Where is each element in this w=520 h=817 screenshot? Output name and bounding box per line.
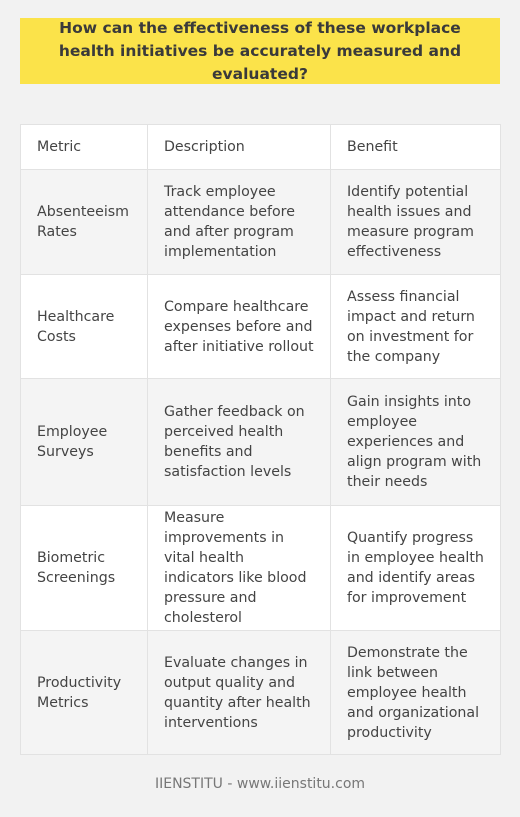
description-cell: Compare healthcare expenses before and a… — [147, 274, 331, 379]
page-title: How can the effectiveness of these workp… — [58, 18, 462, 83]
description-cell: Measure improvements in vital health ind… — [147, 505, 331, 631]
description-cell: Evaluate changes in output quality and q… — [147, 630, 331, 755]
column-header-metric: Metric — [20, 124, 148, 170]
column-header-benefit: Benefit — [330, 124, 501, 170]
benefit-cell: Gain insights into employee experiences … — [330, 378, 501, 506]
table-row: Productivity Metrics Evaluate changes in… — [20, 630, 501, 755]
benefit-cell: Assess financial impact and return on in… — [330, 274, 501, 379]
metric-cell: Absenteeism Rates — [20, 169, 148, 275]
table-row: Absenteeism Rates Track employee attenda… — [20, 169, 501, 275]
metrics-table: Metric Description Benefit Absenteeism R… — [20, 124, 501, 755]
table-row: Healthcare Costs Compare healthcare expe… — [20, 274, 501, 379]
description-cell: Track employee attendance before and aft… — [147, 169, 331, 275]
column-header-description: Description — [147, 124, 331, 170]
table-row: Biometric Screenings Measure improvement… — [20, 505, 501, 631]
benefit-cell: Quantify progress in employee health and… — [330, 505, 501, 631]
footer-credit: IIENSTITU - www.iienstitu.com — [154, 776, 366, 792]
metric-cell: Biometric Screenings — [20, 505, 148, 631]
benefit-cell: Identify potential health issues and mea… — [330, 169, 501, 275]
metric-cell: Productivity Metrics — [20, 630, 148, 755]
description-cell: Gather feedback on perceived health bene… — [147, 378, 331, 506]
table-row: Employee Surveys Gather feedback on perc… — [20, 378, 501, 506]
metric-cell: Healthcare Costs — [20, 274, 148, 379]
table-header-row: Metric Description Benefit — [20, 124, 501, 170]
metric-cell: Employee Surveys — [20, 378, 148, 506]
title-banner: How can the effectiveness of these workp… — [20, 18, 500, 84]
benefit-cell: Demonstrate the link between employee he… — [330, 630, 501, 755]
